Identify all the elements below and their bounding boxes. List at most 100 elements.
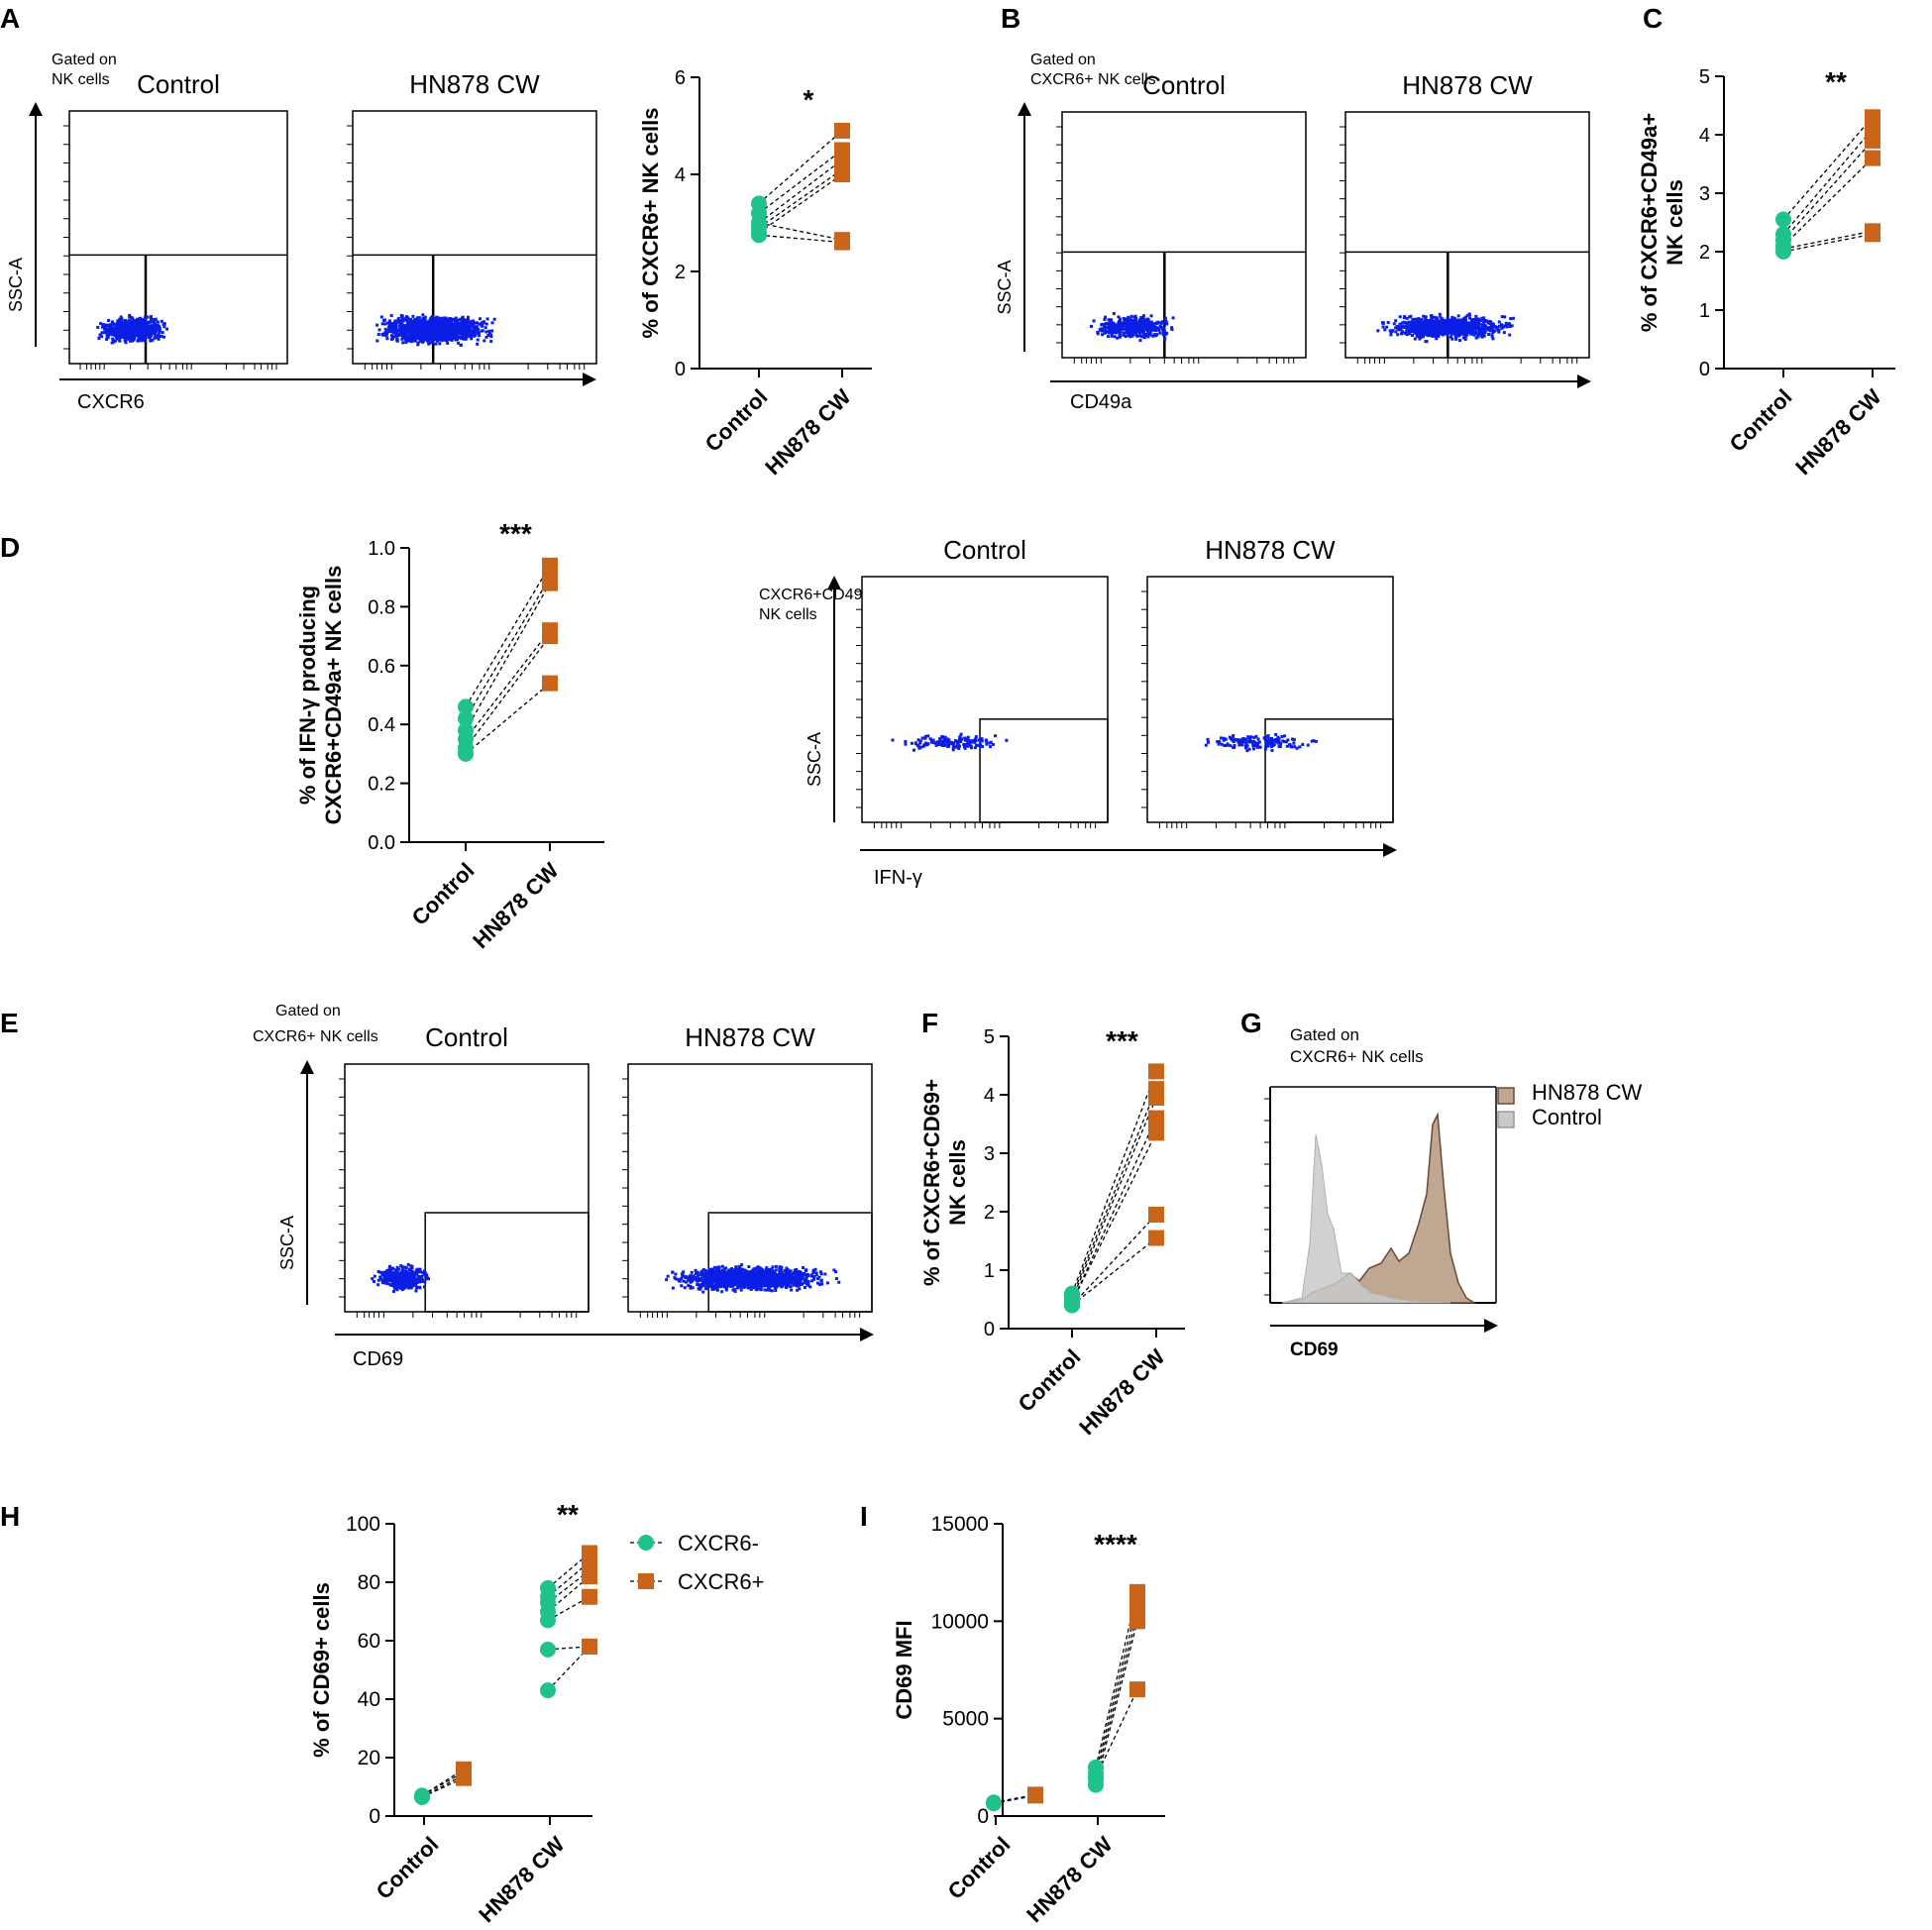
event-dot xyxy=(110,333,114,337)
event-dot xyxy=(1163,337,1167,341)
event-dot xyxy=(1455,320,1459,324)
event-dot xyxy=(1236,738,1240,742)
event-dot xyxy=(415,1272,419,1276)
event-dot xyxy=(456,334,460,338)
event-dot xyxy=(1502,331,1506,335)
event-dot xyxy=(158,328,161,332)
event-dot xyxy=(395,1274,399,1278)
event-dot xyxy=(380,1278,384,1282)
event-dot xyxy=(100,331,104,335)
event-dot xyxy=(1491,322,1495,326)
event-dot xyxy=(1504,321,1508,325)
event-dot xyxy=(139,324,143,328)
event-dot xyxy=(1507,322,1511,326)
event-dot xyxy=(1489,327,1493,331)
event-dot xyxy=(988,745,992,749)
event-dot xyxy=(1398,315,1402,319)
event-dot xyxy=(1427,327,1431,331)
event-dot xyxy=(385,337,389,341)
event-dot xyxy=(390,1278,394,1282)
event-dot xyxy=(439,330,443,334)
event-dot xyxy=(411,322,415,326)
event-dot xyxy=(453,325,457,329)
event-dot xyxy=(1130,331,1134,335)
event-dot xyxy=(1243,745,1247,749)
ssc-axis-label: SSC-A xyxy=(805,732,824,787)
event-dot xyxy=(932,740,936,744)
event-dot xyxy=(383,318,387,322)
event-dot xyxy=(1431,321,1435,325)
event-dot xyxy=(400,1265,404,1269)
event-dot xyxy=(414,1289,418,1293)
event-dot xyxy=(410,324,414,328)
event-dot xyxy=(1454,337,1458,341)
event-dot xyxy=(1151,334,1155,338)
event-dot xyxy=(1475,327,1479,331)
event-dot xyxy=(443,316,447,320)
event-dot xyxy=(1274,732,1278,736)
event-dot xyxy=(1392,322,1396,326)
event-dot xyxy=(130,332,134,336)
event-dot xyxy=(118,323,122,327)
event-dot xyxy=(385,1270,389,1274)
event-dot xyxy=(985,739,989,743)
event-dot xyxy=(376,1283,380,1287)
event-dot xyxy=(1115,331,1119,335)
event-dot xyxy=(1246,739,1250,743)
panel-letter-D: D xyxy=(0,532,20,563)
event-dot xyxy=(404,1285,408,1289)
event-dot xyxy=(1415,317,1419,321)
event-dot xyxy=(891,738,895,742)
event-dot xyxy=(124,325,128,329)
event-dot xyxy=(951,748,955,752)
event-dot xyxy=(386,1282,390,1286)
event-dot xyxy=(1450,315,1454,319)
event-dot xyxy=(1266,734,1270,738)
event-dot xyxy=(980,739,984,743)
event-dot xyxy=(696,1282,699,1286)
event-dot xyxy=(1441,317,1445,321)
event-dot xyxy=(478,322,482,326)
event-dot xyxy=(476,329,480,333)
event-dot xyxy=(1487,321,1491,325)
event-dot xyxy=(1383,328,1387,332)
event-dot xyxy=(1472,325,1476,329)
event-dot xyxy=(947,744,951,748)
event-dot xyxy=(388,1268,392,1272)
event-dot xyxy=(940,740,944,744)
event-dot xyxy=(1278,744,1282,748)
event-dot xyxy=(1140,322,1144,326)
gate-note: NK cells xyxy=(759,606,817,623)
gate-box xyxy=(979,718,1109,823)
event-dot xyxy=(1157,329,1161,333)
event-dot xyxy=(387,1278,391,1282)
event-dot xyxy=(1314,739,1318,743)
event-dot xyxy=(136,317,140,321)
event-dot xyxy=(1108,328,1112,332)
event-dot xyxy=(150,315,154,319)
event-dot xyxy=(1410,325,1414,329)
event-dot xyxy=(1465,314,1469,318)
event-dot xyxy=(1248,740,1252,744)
event-dot xyxy=(103,325,107,329)
event-dot xyxy=(1440,322,1444,326)
event-dot xyxy=(804,1273,807,1277)
event-dot xyxy=(1247,747,1251,751)
event-dot xyxy=(1108,325,1112,329)
event-dot xyxy=(1137,318,1141,322)
event-dot xyxy=(1118,335,1122,339)
event-dot xyxy=(96,325,100,329)
event-dot xyxy=(1426,321,1430,325)
event-dot xyxy=(106,336,110,340)
event-dot xyxy=(122,335,126,339)
event-dot xyxy=(1110,324,1114,328)
event-dot xyxy=(914,742,918,746)
event-dot xyxy=(474,325,478,329)
event-dot xyxy=(110,327,114,331)
event-dot xyxy=(1511,316,1515,320)
event-dot xyxy=(137,317,141,321)
event-dot xyxy=(140,322,144,326)
event-dot xyxy=(461,334,465,338)
event-dot xyxy=(919,745,923,749)
event-dot xyxy=(1413,337,1417,341)
